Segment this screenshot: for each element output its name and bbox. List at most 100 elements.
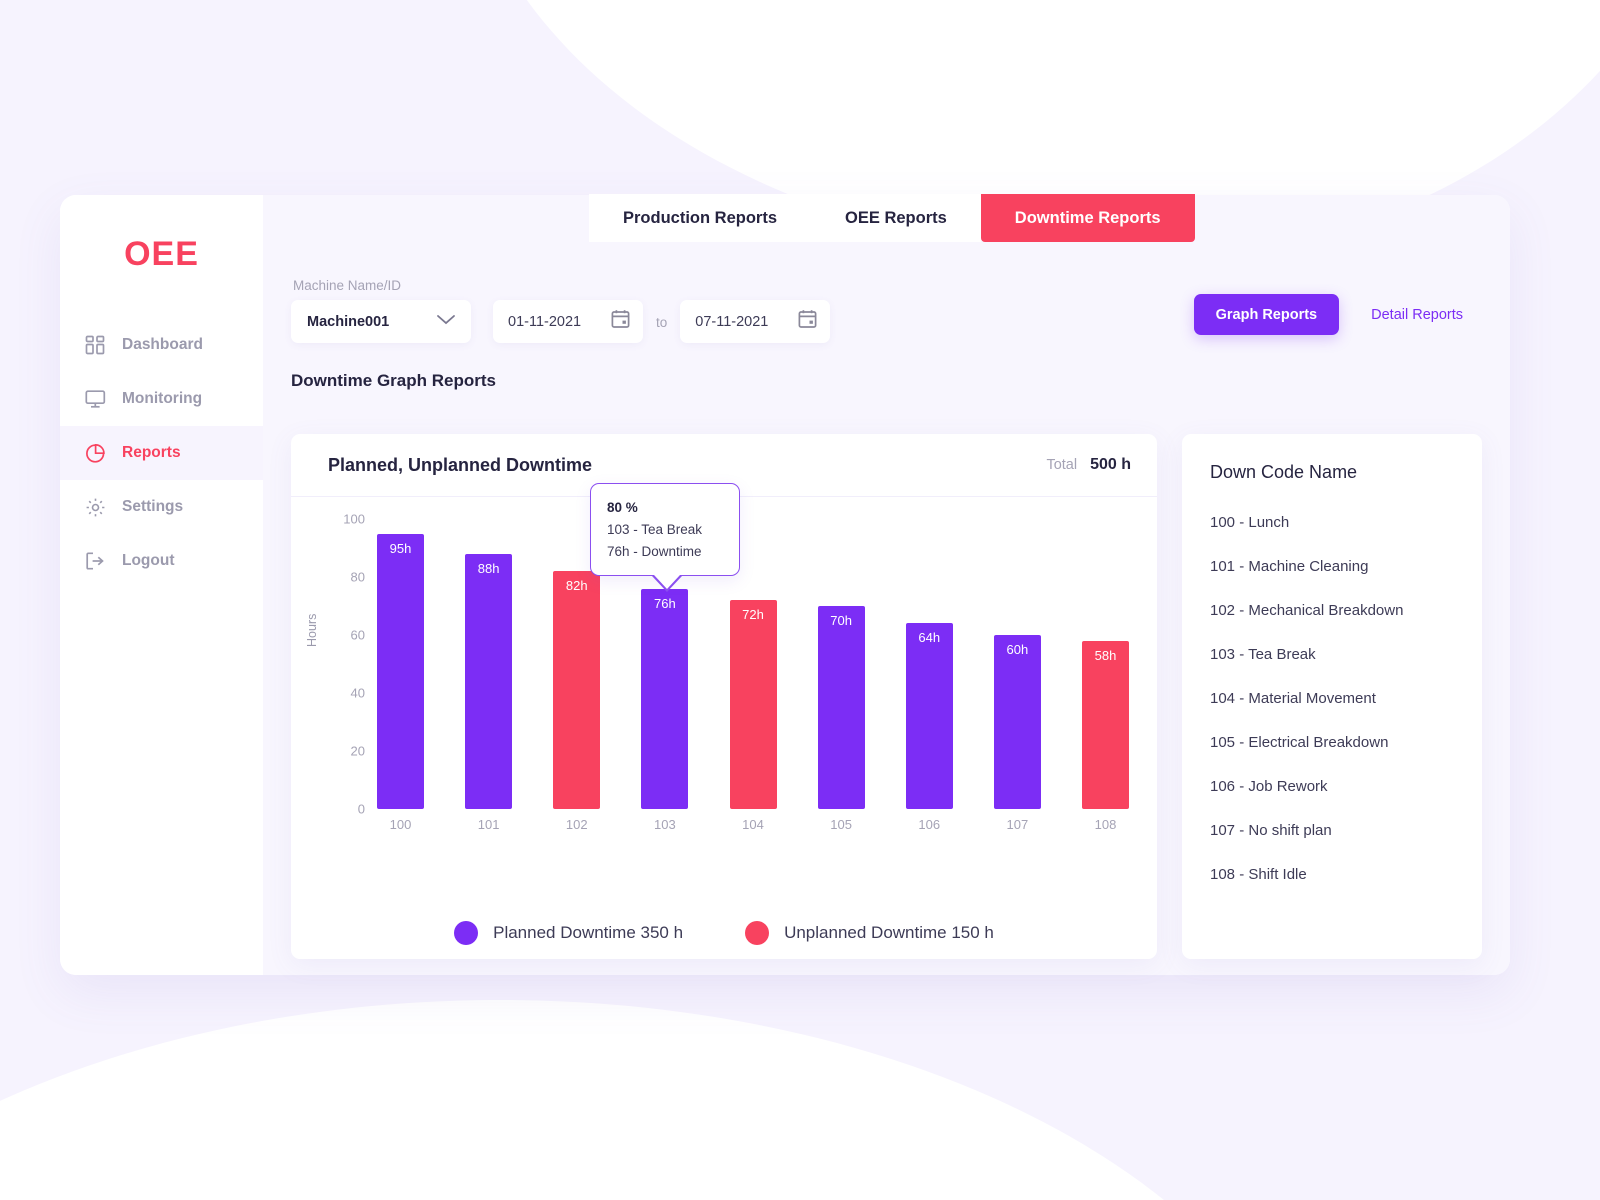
- y-axis-tick: 40: [350, 685, 365, 701]
- bar[interactable]: 72h: [729, 600, 777, 809]
- x-axis-label: 103: [654, 817, 676, 832]
- gear-icon: [84, 496, 106, 518]
- decorative-blob-bottom: [0, 1000, 1330, 1200]
- y-axis-tick: 0: [357, 801, 365, 817]
- app-window: OEE Dashboard: [60, 194, 1510, 975]
- sidebar-item-label: Monitoring: [122, 390, 203, 407]
- down-code-item[interactable]: 101 - Machine Cleaning: [1210, 558, 1369, 575]
- bar[interactable]: 76h: [641, 588, 689, 809]
- date-from-input[interactable]: 01-11-2021: [493, 300, 643, 343]
- bar[interactable]: 60h: [993, 635, 1041, 809]
- app-logo: OEE: [124, 235, 199, 273]
- chart-total-label: Total: [1046, 457, 1078, 473]
- bar-column: 82h: [553, 519, 601, 809]
- bar[interactable]: 58h: [1082, 640, 1129, 809]
- down-code-item[interactable]: 102 - Mechanical Breakdown: [1210, 602, 1404, 619]
- detail-reports-button[interactable]: Detail Reports: [1339, 307, 1463, 323]
- chart-legend: Planned Downtime 350 h Unplanned Downtime…: [291, 907, 1157, 949]
- chart-total-value: 500 h: [1090, 456, 1131, 473]
- down-code-panel: Down Code Name 100 - Lunch 101 - Machine …: [1182, 434, 1482, 959]
- report-tabs: Production Reports OEE Reports Downtime …: [589, 194, 1195, 242]
- main-content: Production Reports OEE Reports Downtime …: [263, 194, 1510, 975]
- machine-field-label: Machine Name/ID: [293, 278, 402, 293]
- chart-title: Planned, Unplanned Downtime: [328, 454, 593, 475]
- x-axis-label: 104: [742, 817, 764, 832]
- y-axis-tick: 60: [350, 627, 365, 643]
- chevron-down-icon: [435, 313, 457, 331]
- down-code-item[interactable]: 104 - Material Movement: [1210, 690, 1376, 707]
- sidebar-item-dashboard[interactable]: Dashboard: [60, 318, 263, 372]
- tooltip-code: 103 - Tea Break: [607, 521, 703, 537]
- bar-column: 76h: [641, 519, 689, 809]
- chart-plot-area: Hours 100 80 60 40 20 0 95h 88h 82h 76h 72h 70h 64h…: [291, 483, 1157, 907]
- legend-color-swatch: [454, 921, 479, 945]
- legend-item[interactable]: Unplanned Downtime 150 h: [745, 921, 994, 945]
- sidebar-item-logout[interactable]: Logout: [60, 534, 263, 588]
- y-axis-title: Hours: [305, 613, 319, 647]
- sidebar-item-label: Dashboard: [122, 336, 203, 353]
- y-axis-tick: 20: [350, 743, 365, 759]
- bar-value-label: 70h: [830, 613, 852, 628]
- tooltip-percent: 80 %: [607, 500, 638, 515]
- content-row: Planned, Unplanned Downtime Total 500 h …: [291, 434, 1482, 959]
- bar[interactable]: 82h: [553, 571, 601, 809]
- down-code-item[interactable]: 106 - Job Rework: [1210, 778, 1328, 795]
- x-axis-label: 102: [565, 817, 588, 832]
- bar[interactable]: 88h: [465, 553, 513, 809]
- tab-production-reports[interactable]: Production Reports: [589, 194, 812, 242]
- sidebar-item-label: Logout: [122, 552, 175, 569]
- sidebar-item-reports[interactable]: Reports: [60, 426, 263, 480]
- sidebar-item-label: Settings: [122, 498, 184, 515]
- calendar-icon[interactable]: [798, 309, 817, 334]
- down-code-item[interactable]: 108 - Shift Idle: [1210, 866, 1307, 883]
- legend-item[interactable]: Planned Downtime 350 h: [454, 921, 683, 945]
- tab-label: Downtime Reports: [1014, 208, 1161, 227]
- bar[interactable]: 70h: [817, 606, 865, 809]
- x-axis-label: 108: [1094, 817, 1117, 832]
- report-mode-actions: Graph Reports Detail Reports: [1193, 294, 1463, 335]
- date-range-separator: to: [656, 315, 668, 330]
- sidebar-nav: Dashboard Monitoring: [60, 318, 263, 588]
- legend-color-swatch: [745, 921, 770, 945]
- x-axis-label: 107: [1006, 817, 1029, 832]
- legend-label: Planned Downtime 350 h: [493, 923, 684, 942]
- bar-column: 60h: [993, 519, 1041, 809]
- tab-downtime-reports[interactable]: Downtime Reports: [980, 194, 1195, 242]
- legend-label: Unplanned Downtime 150 h: [784, 923, 994, 942]
- bar-value-label: 76h: [654, 595, 676, 611]
- bar-column: 58h: [1082, 519, 1129, 809]
- bar[interactable]: 95h: [377, 533, 424, 809]
- down-code-item[interactable]: 100 - Lunch: [1210, 514, 1290, 531]
- sidebar-item-monitoring[interactable]: Monitoring: [60, 372, 263, 426]
- chart-total: Total 500 h: [1046, 456, 1131, 474]
- bar-value-label: 82h: [565, 578, 588, 594]
- bar[interactable]: 64h: [905, 623, 953, 809]
- down-code-item[interactable]: 105 - Electrical Breakdown: [1210, 734, 1389, 751]
- filter-bar: Machine Name/ID Machine001 01-11-2021: [291, 278, 831, 343]
- tab-oee-reports[interactable]: OEE Reports: [811, 194, 981, 242]
- machine-field-group: Machine Name/ID Machine001: [291, 278, 471, 343]
- x-axis-label: 100: [389, 817, 412, 832]
- monitor-icon: [84, 388, 106, 410]
- bar-column: 95h: [377, 519, 424, 809]
- calendar-icon[interactable]: [611, 309, 630, 334]
- date-to-value: 07-11-2021: [695, 313, 769, 330]
- bar-column: 64h: [905, 519, 953, 809]
- down-code-item[interactable]: 103 - Tea Break: [1210, 646, 1316, 663]
- machine-select[interactable]: Machine001: [291, 300, 471, 343]
- sidebar-item-label: Reports: [122, 444, 181, 461]
- sidebar-item-settings[interactable]: Settings: [60, 480, 263, 534]
- bar-column: 72h: [729, 519, 777, 809]
- bar-value-label: 72h: [742, 607, 764, 623]
- tooltip-hours: 76h - Downtime: [607, 543, 702, 559]
- x-axis-label: 105: [830, 817, 852, 832]
- date-to-input[interactable]: 07-11-2021: [680, 300, 831, 343]
- bar-value-label: 64h: [918, 630, 941, 646]
- bar-value-label: 58h: [1094, 647, 1117, 663]
- tab-label: OEE Reports: [845, 208, 947, 227]
- sidebar: OEE Dashboard: [60, 195, 263, 975]
- x-axis-label: 101: [477, 817, 500, 832]
- graph-reports-button[interactable]: Graph Reports: [1193, 294, 1340, 335]
- down-code-item[interactable]: 107 - No shift plan: [1210, 822, 1332, 839]
